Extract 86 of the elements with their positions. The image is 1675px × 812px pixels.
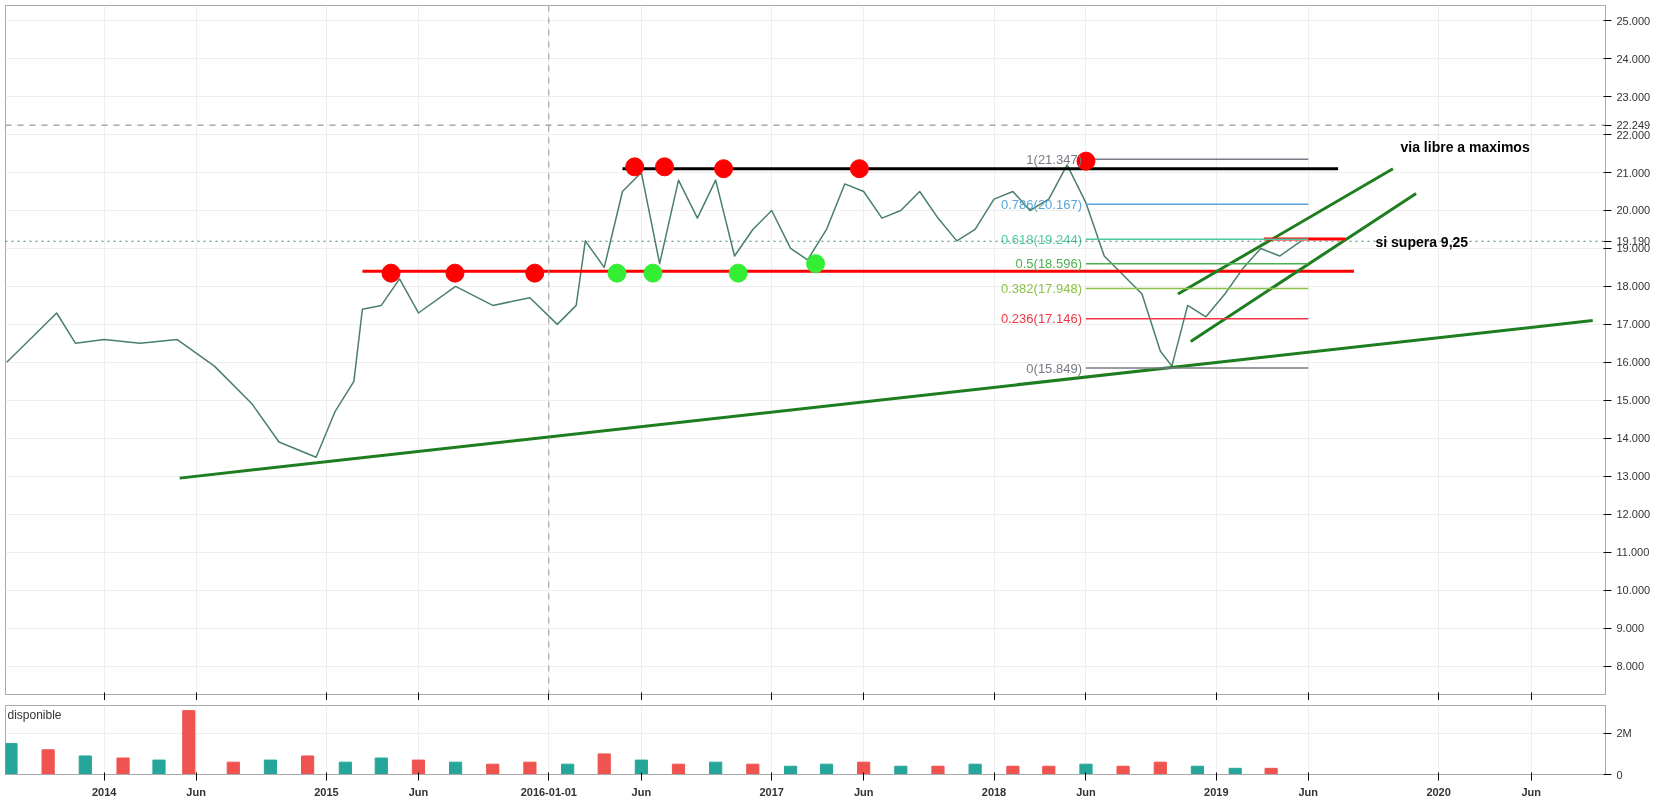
bar [1006,765,1020,775]
point [643,263,663,283]
bar [1190,765,1205,775]
series-label: 0.618(19.244) [1001,231,1082,247]
x-tick-label: 2018 [981,785,1007,798]
x-tick-label: Jun [1298,785,1319,798]
annotation: via libre a maximos [1400,138,1530,155]
point [381,263,401,283]
bar [182,710,196,775]
bar [1116,765,1130,775]
bar [968,763,982,775]
point [445,263,465,283]
bar [411,759,426,775]
y-tick-label: 21.000 [1616,166,1651,179]
bar [374,757,388,775]
x-tick-label: Jun [1521,785,1542,798]
bar [671,763,686,775]
bar [783,765,798,775]
bar [263,759,278,775]
series-label: 0(15.849) [1026,360,1082,376]
x-tick-label: 2020 [1426,785,1451,798]
bar [819,763,834,775]
bar [78,755,92,775]
y-tick-label: 24.000 [1616,52,1651,65]
point [714,159,734,179]
y-tick-label: 18.000 [1616,280,1651,293]
bar [857,761,871,775]
point [806,254,826,274]
point [655,157,674,177]
y-tick-label: 10.000 [1616,584,1651,597]
bar [634,759,648,775]
y-tick-label: 11.000 [1616,546,1650,559]
x-tick-label: 2017 [759,785,784,798]
y-tick-label: 9.000 [1616,622,1645,635]
x-tick-label: 2019 [1204,785,1229,798]
x-tick-label: Jun [186,785,207,798]
y-tick-label: 14.000 [1616,432,1651,445]
bar [1228,767,1242,775]
x-tick-label: 2015 [314,785,339,798]
bar [894,765,908,775]
bar [709,761,723,775]
point [849,159,869,179]
x-tick-label: Jun [631,785,652,798]
y-tick-label: 13.000 [1616,470,1651,483]
x-tick-label: 2014 [91,785,118,798]
bar [523,761,537,775]
x-tick-label: Jun [1076,785,1097,798]
bar [561,763,575,775]
y-tick-label: 15.000 [1616,394,1651,407]
bar [746,763,760,775]
point [525,263,545,283]
bar [301,755,315,775]
y-tick-label: 0 [1616,768,1623,781]
bar [931,765,945,775]
bar [338,761,352,775]
x-tick-label: 2016-01-01 [520,785,577,798]
bar [449,761,463,775]
y-tick-label: 25.000 [1616,14,1651,27]
y-tick-label: 2M [1616,727,1632,740]
bar [116,757,130,775]
bar [1042,765,1056,775]
bar [1153,761,1167,775]
point [625,157,645,177]
bar [226,761,240,775]
bar [41,749,55,775]
bar [5,743,18,775]
bar [152,759,166,775]
y-tick-label: 12.000 [1616,508,1651,521]
y-tick-label: 20.000 [1616,204,1651,217]
annotation: si supera 9,25 [1375,233,1469,250]
series-label: 0.5(18.596) [1015,256,1082,272]
point [607,263,627,283]
y-tick-label: 16.000 [1616,356,1651,369]
x-tick-label: Jun [853,785,874,798]
y-tick-label: 23.000 [1616,90,1651,103]
bar [1079,763,1093,775]
annotation: disponible [7,707,62,722]
bar [1264,767,1278,775]
y-tick-label: 17.000 [1616,318,1651,331]
y-tick-label: 8.000 [1616,660,1645,673]
bar [597,753,611,775]
x-tick-label: Jun [408,785,429,798]
series-label: 0.236(17.146) [1001,311,1082,327]
point [728,263,748,283]
bar [486,763,500,775]
series-label: 0.382(17.948) [1001,280,1082,296]
